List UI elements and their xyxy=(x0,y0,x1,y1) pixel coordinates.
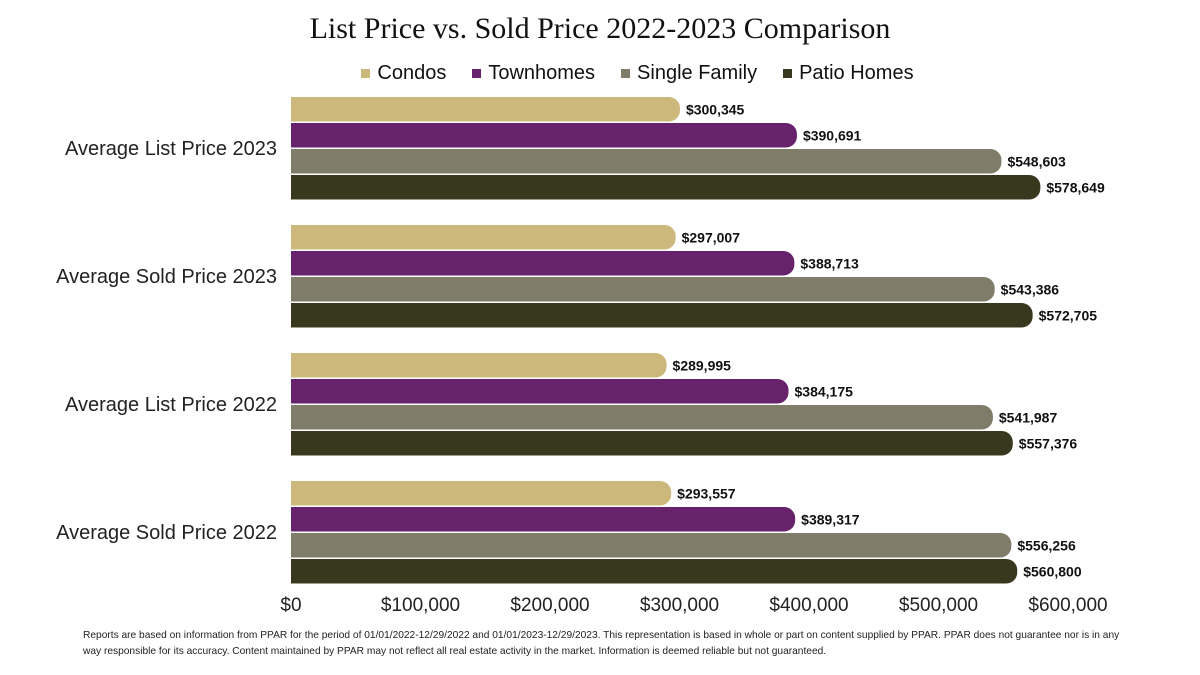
legend-item-condos: Condos xyxy=(361,62,446,85)
x-tick-label: $0 xyxy=(280,595,301,616)
bar-townhomes xyxy=(291,507,796,532)
data-label: $556,256 xyxy=(1017,537,1076,553)
bar-single-family xyxy=(291,405,993,430)
legend-swatch xyxy=(361,69,371,78)
x-tick-label: $100,000 xyxy=(381,595,460,616)
data-label: $543,386 xyxy=(1001,281,1060,297)
data-label: $390,691 xyxy=(803,127,862,143)
legend-label: Single Family xyxy=(637,62,758,84)
legend-swatch xyxy=(621,69,631,78)
bar-condos xyxy=(291,353,667,378)
legend-label: Townhomes xyxy=(488,62,596,84)
bar-condos xyxy=(291,225,676,250)
footnote: Reports are based on information from PP… xyxy=(83,630,1120,657)
data-label: $572,705 xyxy=(1039,307,1098,323)
x-tick-label: $500,000 xyxy=(899,595,978,616)
legend-label: Patio Homes xyxy=(799,62,914,84)
category-label: Average Sold Price 2022 xyxy=(56,522,277,544)
data-label: $541,987 xyxy=(999,409,1058,425)
data-label: $297,007 xyxy=(682,229,741,245)
bar-single-family xyxy=(291,533,1012,558)
x-tick-label: $300,000 xyxy=(640,595,719,616)
x-tick-label: $600,000 xyxy=(1028,595,1107,616)
legend-swatch xyxy=(472,69,482,78)
bar-condos xyxy=(291,481,672,506)
data-label: $557,376 xyxy=(1019,435,1078,451)
bar-patio-homes xyxy=(291,175,1041,200)
legend-swatch xyxy=(783,69,793,78)
data-label: $548,603 xyxy=(1007,153,1066,169)
chart-title: List Price vs. Sold Price 2022-2023 Comp… xyxy=(309,12,891,45)
bar-single-family xyxy=(291,149,1002,174)
data-label: $289,995 xyxy=(673,357,732,373)
bar-patio-homes xyxy=(291,431,1013,456)
bar-single-family xyxy=(291,277,995,302)
data-label: $389,317 xyxy=(801,511,860,527)
legend-item-patio-homes: Patio Homes xyxy=(783,62,914,85)
data-label: $578,649 xyxy=(1046,179,1105,195)
data-label: $293,557 xyxy=(677,485,736,501)
bar-patio-homes xyxy=(291,559,1018,584)
data-label: $384,175 xyxy=(795,383,854,399)
legend-label: Condos xyxy=(377,62,447,84)
data-label: $300,345 xyxy=(686,101,745,117)
data-label: $388,713 xyxy=(800,255,859,271)
legend: Condos Townhomes Single Family Patio Hom… xyxy=(0,62,1200,85)
category-label: Average List Price 2023 xyxy=(65,138,277,160)
legend-item-single-family: Single Family xyxy=(621,62,757,85)
bar-townhomes xyxy=(291,123,797,148)
x-tick-label: $400,000 xyxy=(769,595,848,616)
x-tick-label: $200,000 xyxy=(510,595,589,616)
data-label: $560,800 xyxy=(1023,563,1082,579)
category-label: Average Sold Price 2023 xyxy=(56,266,277,288)
legend-item-townhomes: Townhomes xyxy=(472,62,595,85)
bar-townhomes xyxy=(291,251,795,276)
bar-patio-homes xyxy=(291,303,1033,328)
bar-townhomes xyxy=(291,379,789,404)
category-label: Average List Price 2022 xyxy=(65,394,277,416)
bar-condos xyxy=(291,97,680,122)
